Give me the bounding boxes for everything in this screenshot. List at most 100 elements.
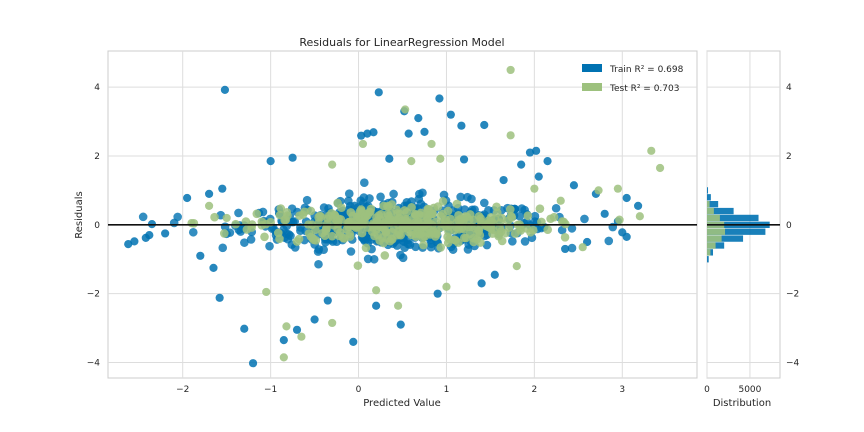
scatter-point-test xyxy=(275,234,284,244)
scatter-point-train xyxy=(404,129,413,138)
scatter-point-train xyxy=(130,237,139,246)
scatter-point-train xyxy=(248,359,258,368)
scatter-point-train xyxy=(204,189,214,198)
y-axis-label: Residuals xyxy=(74,191,85,238)
scatter-point-train xyxy=(515,211,525,221)
scatter-point-train xyxy=(534,172,543,181)
histogram-bar-test xyxy=(707,242,716,249)
scatter-point-test xyxy=(463,222,473,232)
scatter-point-train xyxy=(319,203,329,212)
scatter-point-test xyxy=(372,286,381,295)
scatter-point-train xyxy=(435,94,444,103)
scatter-point-test xyxy=(327,231,337,241)
legend-label-test: Test R² = 0.703 xyxy=(609,84,679,94)
scatter-point-test xyxy=(372,216,382,226)
scatter-point-test xyxy=(381,226,390,236)
scatter-point-test xyxy=(330,210,339,220)
scatter-point-test xyxy=(469,237,478,247)
legend-swatch-test xyxy=(582,83,602,91)
scatter-point-train xyxy=(173,212,182,222)
scatter-point-train xyxy=(363,254,373,264)
histogram-bar-test xyxy=(707,214,720,222)
scatter-point-train xyxy=(360,178,369,188)
scatter-point-test xyxy=(337,203,346,213)
y-tick-label: 2 xyxy=(94,152,100,162)
scatter-point-test xyxy=(615,215,624,225)
scatter-points xyxy=(124,65,665,368)
scatter-point-train xyxy=(484,205,493,215)
scatter-point-train xyxy=(517,204,527,213)
legend-swatch-train xyxy=(582,64,602,72)
scatter-point-test xyxy=(328,318,337,328)
scatter-point-test xyxy=(523,211,533,221)
scatter-point-test xyxy=(241,217,251,226)
histogram-bar-train xyxy=(707,201,719,208)
histogram-bar-train xyxy=(707,256,709,263)
scatter-point-test xyxy=(357,218,367,228)
scatter-point-train xyxy=(124,240,133,249)
scatter-point-train xyxy=(604,236,614,246)
scatter-point-test xyxy=(279,353,288,362)
scatter-point-train xyxy=(363,129,372,138)
scatter-point-test xyxy=(494,230,504,239)
scatter-point-train xyxy=(543,157,552,166)
scatter-point-test xyxy=(360,212,370,221)
scatter-point-train xyxy=(188,227,198,237)
scatter-point-test xyxy=(465,229,475,239)
scatter-point-test xyxy=(549,212,559,222)
scatter-point-test xyxy=(560,232,570,242)
scatter-point-test xyxy=(454,211,463,220)
scatter-point-test xyxy=(353,261,363,270)
histogram-y-tick-label: 4 xyxy=(786,83,792,93)
scatter-point-train xyxy=(520,237,530,246)
scatter-point-test xyxy=(469,215,478,225)
scatter-point-test xyxy=(328,160,337,169)
scatter-point-train xyxy=(372,301,381,310)
scatter-point-train xyxy=(279,336,288,345)
y-tick-label: 4 xyxy=(94,83,100,93)
y-tick-label: −4 xyxy=(87,359,101,369)
scatter-point-train xyxy=(215,293,224,302)
scatter-point-train xyxy=(314,259,323,269)
scatter-point-test xyxy=(242,225,252,234)
scatter-point-train xyxy=(196,251,205,260)
scatter-point-train xyxy=(416,199,426,209)
x-tick-label: −1 xyxy=(264,385,277,395)
scatter-point-test xyxy=(490,214,500,224)
scatter-point-test xyxy=(204,201,214,210)
histogram-bar-train xyxy=(707,235,744,242)
scatter-point-test xyxy=(476,214,485,223)
scatter-point-train xyxy=(600,209,609,218)
scatter-point-train xyxy=(477,279,486,288)
scatter-point-train xyxy=(290,217,299,226)
scatter-point-test xyxy=(647,146,656,155)
scatter-point-test xyxy=(535,204,545,213)
y-tick-label: −2 xyxy=(87,290,100,300)
scatter-point-train xyxy=(414,114,423,123)
scatter-point-test xyxy=(222,213,231,223)
scatter-point-train xyxy=(459,155,469,164)
chart-title: Residuals for LinearRegression Model xyxy=(299,36,504,49)
scatter-point-train xyxy=(345,201,355,211)
scatter-point-test xyxy=(304,229,314,238)
scatter-point-test xyxy=(210,212,219,222)
scatter-point-train xyxy=(426,242,436,252)
scatter-point-test xyxy=(257,217,267,227)
scatter-point-test xyxy=(530,184,539,193)
scatter-point-train xyxy=(480,120,489,130)
residual-distribution-histogram: 0 5000 −4 −2 0 2 4 xyxy=(704,50,800,395)
scatter-point-train xyxy=(349,337,358,346)
scatter-point-test xyxy=(512,262,521,271)
scatter-point-train xyxy=(517,160,526,169)
x-tick-label: −2 xyxy=(176,385,189,395)
scatter-point-train xyxy=(234,208,243,218)
scatter-point-train xyxy=(532,146,541,155)
histogram-bar-test xyxy=(707,201,710,208)
scatter-point-train xyxy=(479,198,489,208)
scatter-point-train xyxy=(580,214,589,224)
scatter-point-test xyxy=(252,209,262,219)
scatter-point-test xyxy=(187,219,196,228)
histogram-bar-test xyxy=(707,249,711,256)
scatter-point-test xyxy=(438,197,448,206)
scatter-point-train xyxy=(569,181,579,190)
